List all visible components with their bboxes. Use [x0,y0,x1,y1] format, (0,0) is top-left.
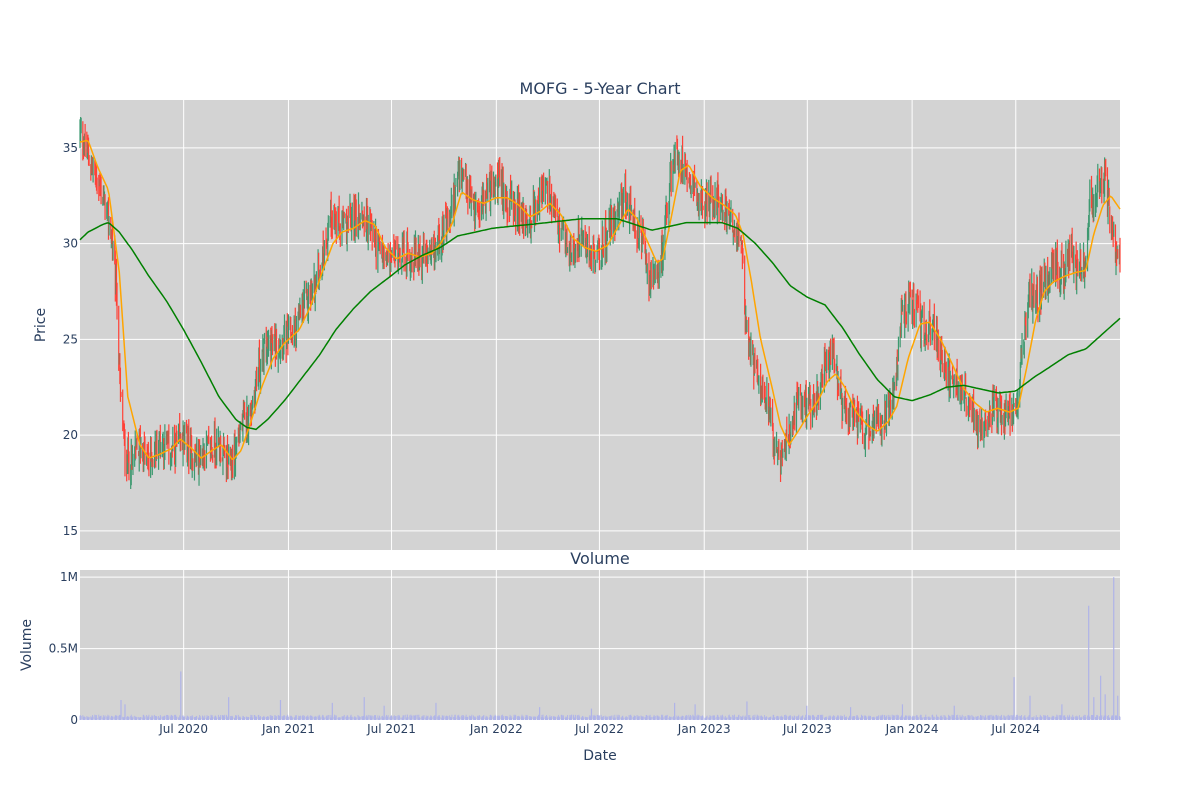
ma-200-line [79,217,1121,431]
price-y-tick: 25 [63,332,78,346]
x-tick: Jul 2021 [366,722,416,736]
price-plot-area [80,100,1120,550]
volume-plot-area [80,570,1120,720]
volume-gridlines [80,570,1120,721]
volume-panel-title: Volume [570,549,630,568]
price-y-tick: 35 [63,141,78,155]
price-y-tick: 15 [63,524,78,538]
volume-y-tick: 0.5M [49,642,78,656]
x-tick: Jul 2024 [990,722,1040,736]
x-tick: Jul 2020 [158,722,208,736]
price-y-tick-labels: 15 20 25 30 35 [63,141,78,538]
x-tick: Jan 2023 [677,722,731,736]
volume-y-tick: 1M [60,570,78,584]
x-tick-labels: Jul 2020 Jan 2021 Jul 2021 Jan 2022 Jul 2022… [158,722,1040,736]
x-tick: Jul 2023 [782,722,832,736]
x-axis-label: Date [583,748,616,764]
volume-axis-label: Volume [19,619,35,671]
volume-y-tick-labels: 0 0.5M 1M [49,570,78,727]
price-y-tick: 20 [63,428,78,442]
moving-average-lines [79,139,1121,461]
x-tick: Jan 2024 [885,722,939,736]
volume-y-tick: 0 [70,713,78,727]
x-tick: Jan 2021 [261,722,315,736]
price-axis-label: Price [33,308,49,342]
x-tick: Jul 2022 [574,722,624,736]
ma-20-line [79,139,1121,461]
price-y-tick: 30 [63,237,78,251]
volume-bars [79,577,1121,720]
x-tick: Jan 2022 [469,722,523,736]
chart-title: MOFG - 5-Year Chart [520,79,681,98]
